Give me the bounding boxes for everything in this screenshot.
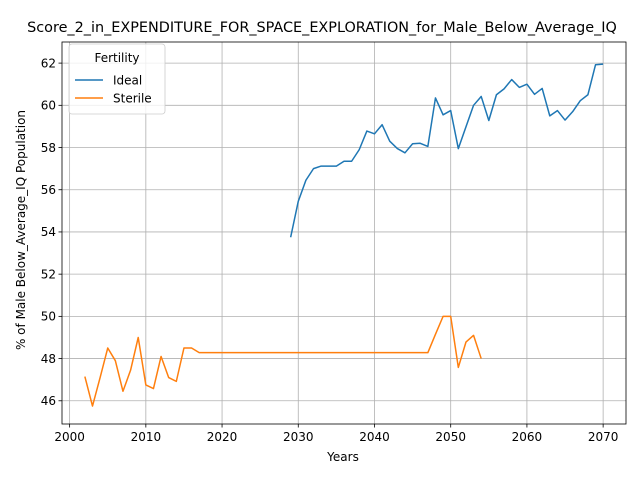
- y-tick-label: 60: [41, 99, 56, 113]
- legend-label-sterile: Sterile: [113, 91, 152, 105]
- legend-label-ideal: Ideal: [113, 73, 142, 87]
- series-layer: [84, 63, 604, 407]
- x-tick-label: 2040: [359, 430, 390, 444]
- y-axis-label: % of Male Below_Average_IQ Population: [14, 110, 28, 350]
- chart-title: Score_2_in_EXPENDITURE_FOR_SPACE_EXPLORA…: [27, 20, 617, 36]
- x-tick-label: 2070: [588, 430, 619, 444]
- y-tick-label: 50: [41, 310, 56, 324]
- y-tick-label: 58: [41, 141, 56, 155]
- plot-frame: [61, 41, 627, 425]
- y-tick-label: 52: [41, 267, 56, 281]
- y-tick-label: 56: [41, 183, 56, 197]
- series-line-sterile: [84, 315, 482, 407]
- y-tick-label: 48: [41, 352, 56, 366]
- x-tick-label: 2020: [207, 430, 238, 444]
- x-tick-label: 2000: [54, 430, 85, 444]
- x-tick-label: 2030: [283, 430, 314, 444]
- legend-title: Fertility: [94, 51, 139, 65]
- legend-box: [68, 43, 166, 115]
- x-axis-label: Years: [326, 450, 359, 464]
- series-line-ideal: [289, 63, 604, 238]
- grid-lines: [62, 42, 626, 424]
- x-tick-label: 2050: [435, 430, 466, 444]
- legend-items: Ideal Sterile: [75, 73, 152, 105]
- x-tick-label: 2010: [131, 430, 162, 444]
- legend: Fertility Ideal Sterile: [68, 43, 166, 115]
- y-tick-label: 62: [41, 56, 56, 70]
- y-axis-ticks: 46 48 50 52 54 56 58 60 62: [41, 56, 62, 408]
- y-tick-label: 54: [41, 225, 56, 239]
- x-tick-label: 2060: [512, 430, 543, 444]
- x-axis-ticks: 2000 2010 2020 2030 2040 2050 2060 2070: [54, 424, 618, 444]
- y-tick-label: 46: [41, 394, 56, 408]
